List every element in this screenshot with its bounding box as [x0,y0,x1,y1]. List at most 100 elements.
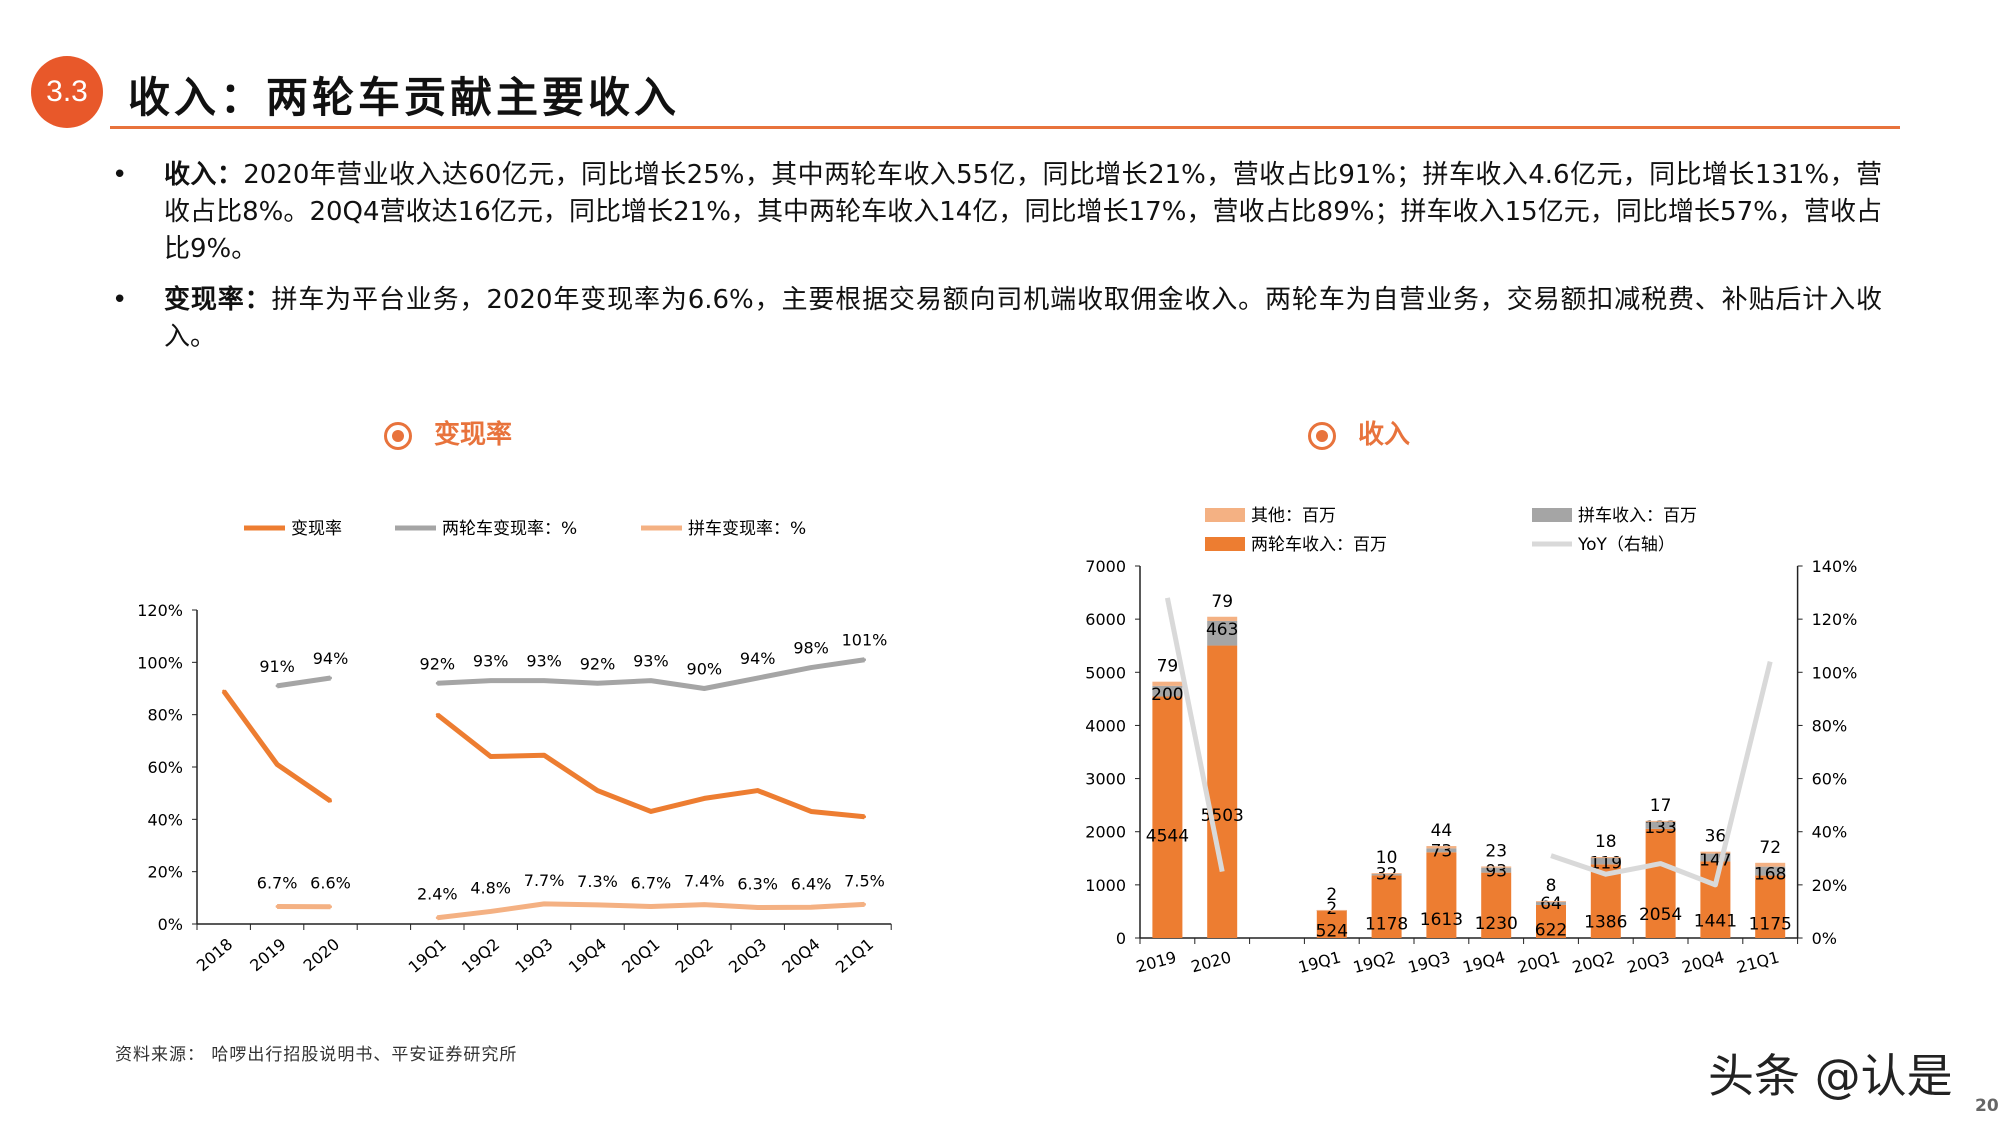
x-tick-label: 20Q3 [1625,948,1672,978]
bar-value-label: 119 [1590,853,1622,873]
bar-carpool [1590,858,1621,865]
bar-other [1152,681,1183,686]
bar-value-label: 4544 [1146,826,1189,846]
bullet-text: 2020年营业收入达60亿元，同比增长25%，其中两轮车收入55亿，同比增长21… [164,160,1882,264]
data-point [809,809,813,813]
x-tick-label: 20Q4 [778,935,823,977]
bullet-revenue: • 收入：2020年营业收入达60亿元，同比增长25%，其中两轮车收入55亿，同… [112,157,1882,268]
bar-value-label: 1613 [1420,910,1463,930]
data-label: 93% [473,652,509,671]
bar-bike [1755,875,1786,938]
series-line-1 [221,689,332,804]
bar-bike [1152,696,1183,938]
bar-value-label: 200 [1151,685,1183,705]
data-point [542,679,546,683]
bar-bike [1700,861,1731,938]
bar-carpool [1755,866,1786,876]
data-point [863,658,866,662]
data-label: 6.4% [791,874,832,893]
y-tick-label: 0 [1116,929,1126,948]
data-point [702,903,706,907]
bar-bike [1371,875,1402,938]
data-point [596,789,599,793]
data-point [329,799,332,803]
bar-value-label: 2 [1326,885,1337,905]
data-point [275,684,279,688]
legend-swatch [1205,508,1245,522]
bar-other [1645,820,1676,822]
data-point [649,679,653,683]
y2-tick-label: 40% [1812,823,1848,842]
data-point [489,909,493,913]
bar-value-label: 8 [1546,876,1557,896]
radio-target-icon [384,421,412,450]
y-tick-label: 7000 [1085,557,1126,576]
x-tick-label: 2019 [246,935,289,976]
data-point [756,789,760,793]
yoy-line [1550,661,1773,888]
bar-value-label: 73 [1431,841,1453,861]
bar-other [1536,901,1566,903]
data-point [649,904,653,908]
bar-carpool [1700,853,1731,862]
bar-bike [1426,852,1457,938]
y-tick-label: 6000 [1085,610,1126,629]
data-point [435,681,439,685]
x-tick-label: 20Q2 [672,935,717,977]
bar-other [1755,862,1786,867]
x-tick-label: 20Q2 [1570,948,1617,978]
bar-carpool [1152,685,1183,697]
bar-value-label: 622 [1535,920,1567,940]
data-label: 6.7% [631,873,672,892]
legend-swatch [1532,508,1572,522]
y-tick-label: 2000 [1085,823,1126,842]
x-tick-label: 21Q1 [1735,948,1782,978]
y2-tick-label: 0% [1812,929,1837,948]
bar-carpool [1536,901,1566,905]
legend-label: 拼车变现率：% [688,519,806,539]
bar-other [1426,846,1457,849]
legend-swatch [1205,537,1245,551]
y-tick-label: 4000 [1085,716,1126,735]
bar-value-label: 36 [1705,827,1727,847]
bar-value-label: 1230 [1475,914,1518,934]
series-line-1 [435,712,865,820]
x-tick-label: 19Q4 [565,935,610,977]
data-point [809,905,813,909]
data-label: 2.4% [417,885,458,904]
bar-other [1590,857,1621,859]
y2-tick-label: 140% [1812,557,1858,576]
data-label: 93% [526,652,562,671]
data-label: 90% [687,660,723,679]
bar-value-label: 1178 [1365,914,1408,934]
data-point [863,815,866,819]
bar-value-label: 1386 [1584,912,1627,932]
data-point [489,679,493,683]
y-tick-label: 80% [147,706,183,725]
legend-label: 其他：百万 [1251,506,1336,526]
data-label: 94% [313,649,349,668]
bar-carpool [1645,821,1676,829]
x-tick-label: 20Q3 [725,935,770,977]
bar-carpool [1481,867,1512,873]
bullet-label: 变现率： [164,285,272,315]
data-point [809,666,813,670]
radio-target-icon [1308,421,1336,450]
data-point [596,903,599,907]
y-tick-label: 3000 [1085,770,1126,789]
bar-bike [1645,828,1676,938]
bar-carpool [1207,620,1238,646]
data-point [275,904,279,908]
y2-tick-label: 100% [1812,663,1858,682]
bar-bike [1207,645,1238,938]
y2-tick-label: 120% [1812,610,1858,629]
x-tick-label: 19Q4 [1461,948,1508,978]
data-point [756,906,760,910]
legend-label: YoY（右轴） [1577,535,1675,555]
data-label: 98% [793,639,829,658]
data-point [863,902,866,906]
y-tick-label: 100% [137,653,183,672]
series-line-2 [276,675,331,689]
data-label: 6.6% [310,874,351,893]
